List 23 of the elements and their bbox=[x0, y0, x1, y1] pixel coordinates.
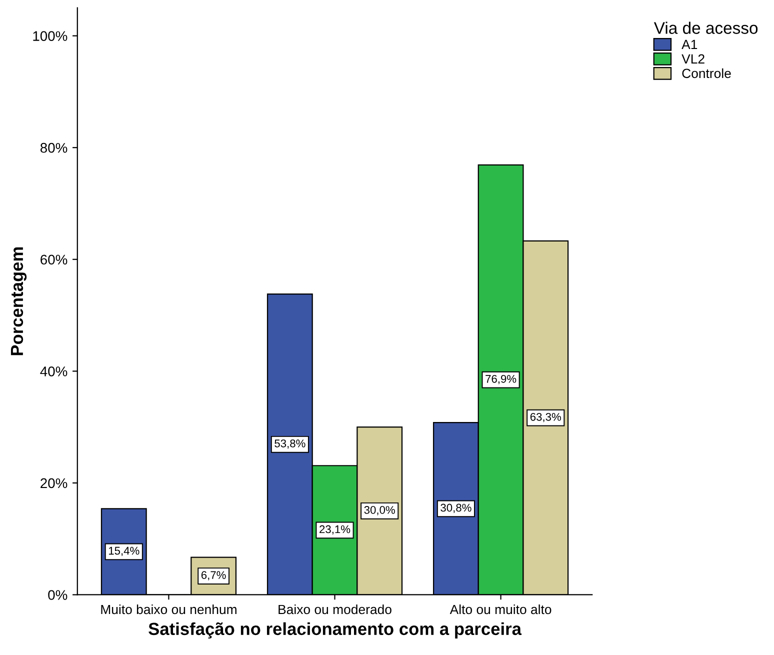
data-label: 30,8% bbox=[440, 504, 472, 513]
y-tick-label: 80% bbox=[40, 142, 68, 153]
y-tick-label: 100% bbox=[33, 31, 68, 41]
data-label: 15,4% bbox=[108, 546, 140, 556]
x-tick-label: Muito baixo ou nenhum bbox=[101, 604, 236, 614]
data-label: 53,8% bbox=[274, 440, 306, 449]
legend-label: VL2 bbox=[682, 54, 704, 64]
data-label: 30,0% bbox=[364, 506, 395, 516]
legend-title: Via de acesso bbox=[654, 22, 758, 34]
x-tick-label: Baixo ou moderado bbox=[278, 604, 392, 614]
x-axis-title: Satisfação no relacionamento com a parceira bbox=[148, 622, 522, 638]
data-label: 6,7% bbox=[201, 571, 226, 580]
legend-label: Controle bbox=[682, 68, 731, 78]
y-tick-label: 0% bbox=[48, 590, 68, 600]
y-tick-label: 20% bbox=[40, 478, 68, 488]
data-label: 76,9% bbox=[486, 374, 516, 384]
data-label: 63,3% bbox=[530, 412, 561, 422]
y-tick-label: 40% bbox=[40, 366, 68, 376]
y-tick-label: 60% bbox=[40, 254, 68, 265]
legend-label: A1 bbox=[682, 40, 698, 49]
y-axis-title: Porcentagem bbox=[10, 247, 27, 356]
data-label: 23,1% bbox=[320, 525, 350, 534]
x-tick-label: Alto ou muito alto bbox=[450, 604, 552, 614]
